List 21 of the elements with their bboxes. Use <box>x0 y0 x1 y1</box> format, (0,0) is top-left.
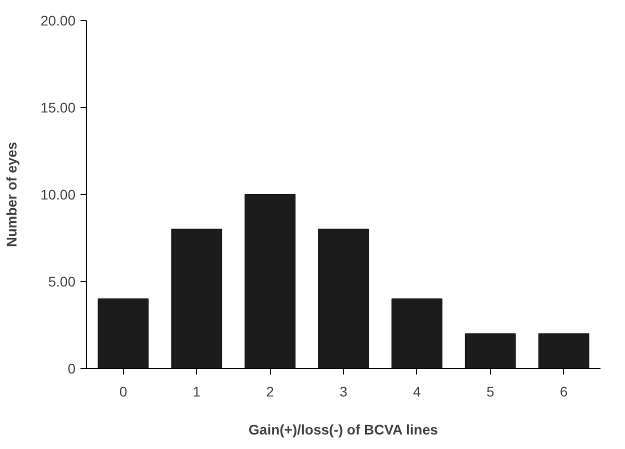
x-tick-label: 4 <box>413 384 422 400</box>
bar <box>171 228 222 368</box>
y-tick-label: 20.00 <box>40 12 76 28</box>
bar <box>464 333 516 368</box>
x-tick-label: 2 <box>266 384 274 400</box>
x-tick-label: 1 <box>192 384 201 400</box>
x-axis-title: Gain(+)/loss(-) of BCVA lines <box>248 422 438 438</box>
bar <box>244 194 296 368</box>
y-axis-title: Number of eyes <box>3 142 20 248</box>
y-tick-label: 0 <box>68 360 76 376</box>
bar <box>318 228 369 368</box>
bar <box>98 298 149 368</box>
bar <box>391 298 442 368</box>
x-tick-label: 0 <box>119 384 128 400</box>
x-tick-label: 5 <box>486 384 494 400</box>
y-tick-label: 10.00 <box>40 186 76 202</box>
bar <box>538 333 590 368</box>
y-tick-label: 5.00 <box>48 274 76 290</box>
y-tick-label: 15.00 <box>40 100 76 116</box>
x-tick-label: 6 <box>560 384 568 400</box>
x-tick-label: 3 <box>340 384 348 400</box>
